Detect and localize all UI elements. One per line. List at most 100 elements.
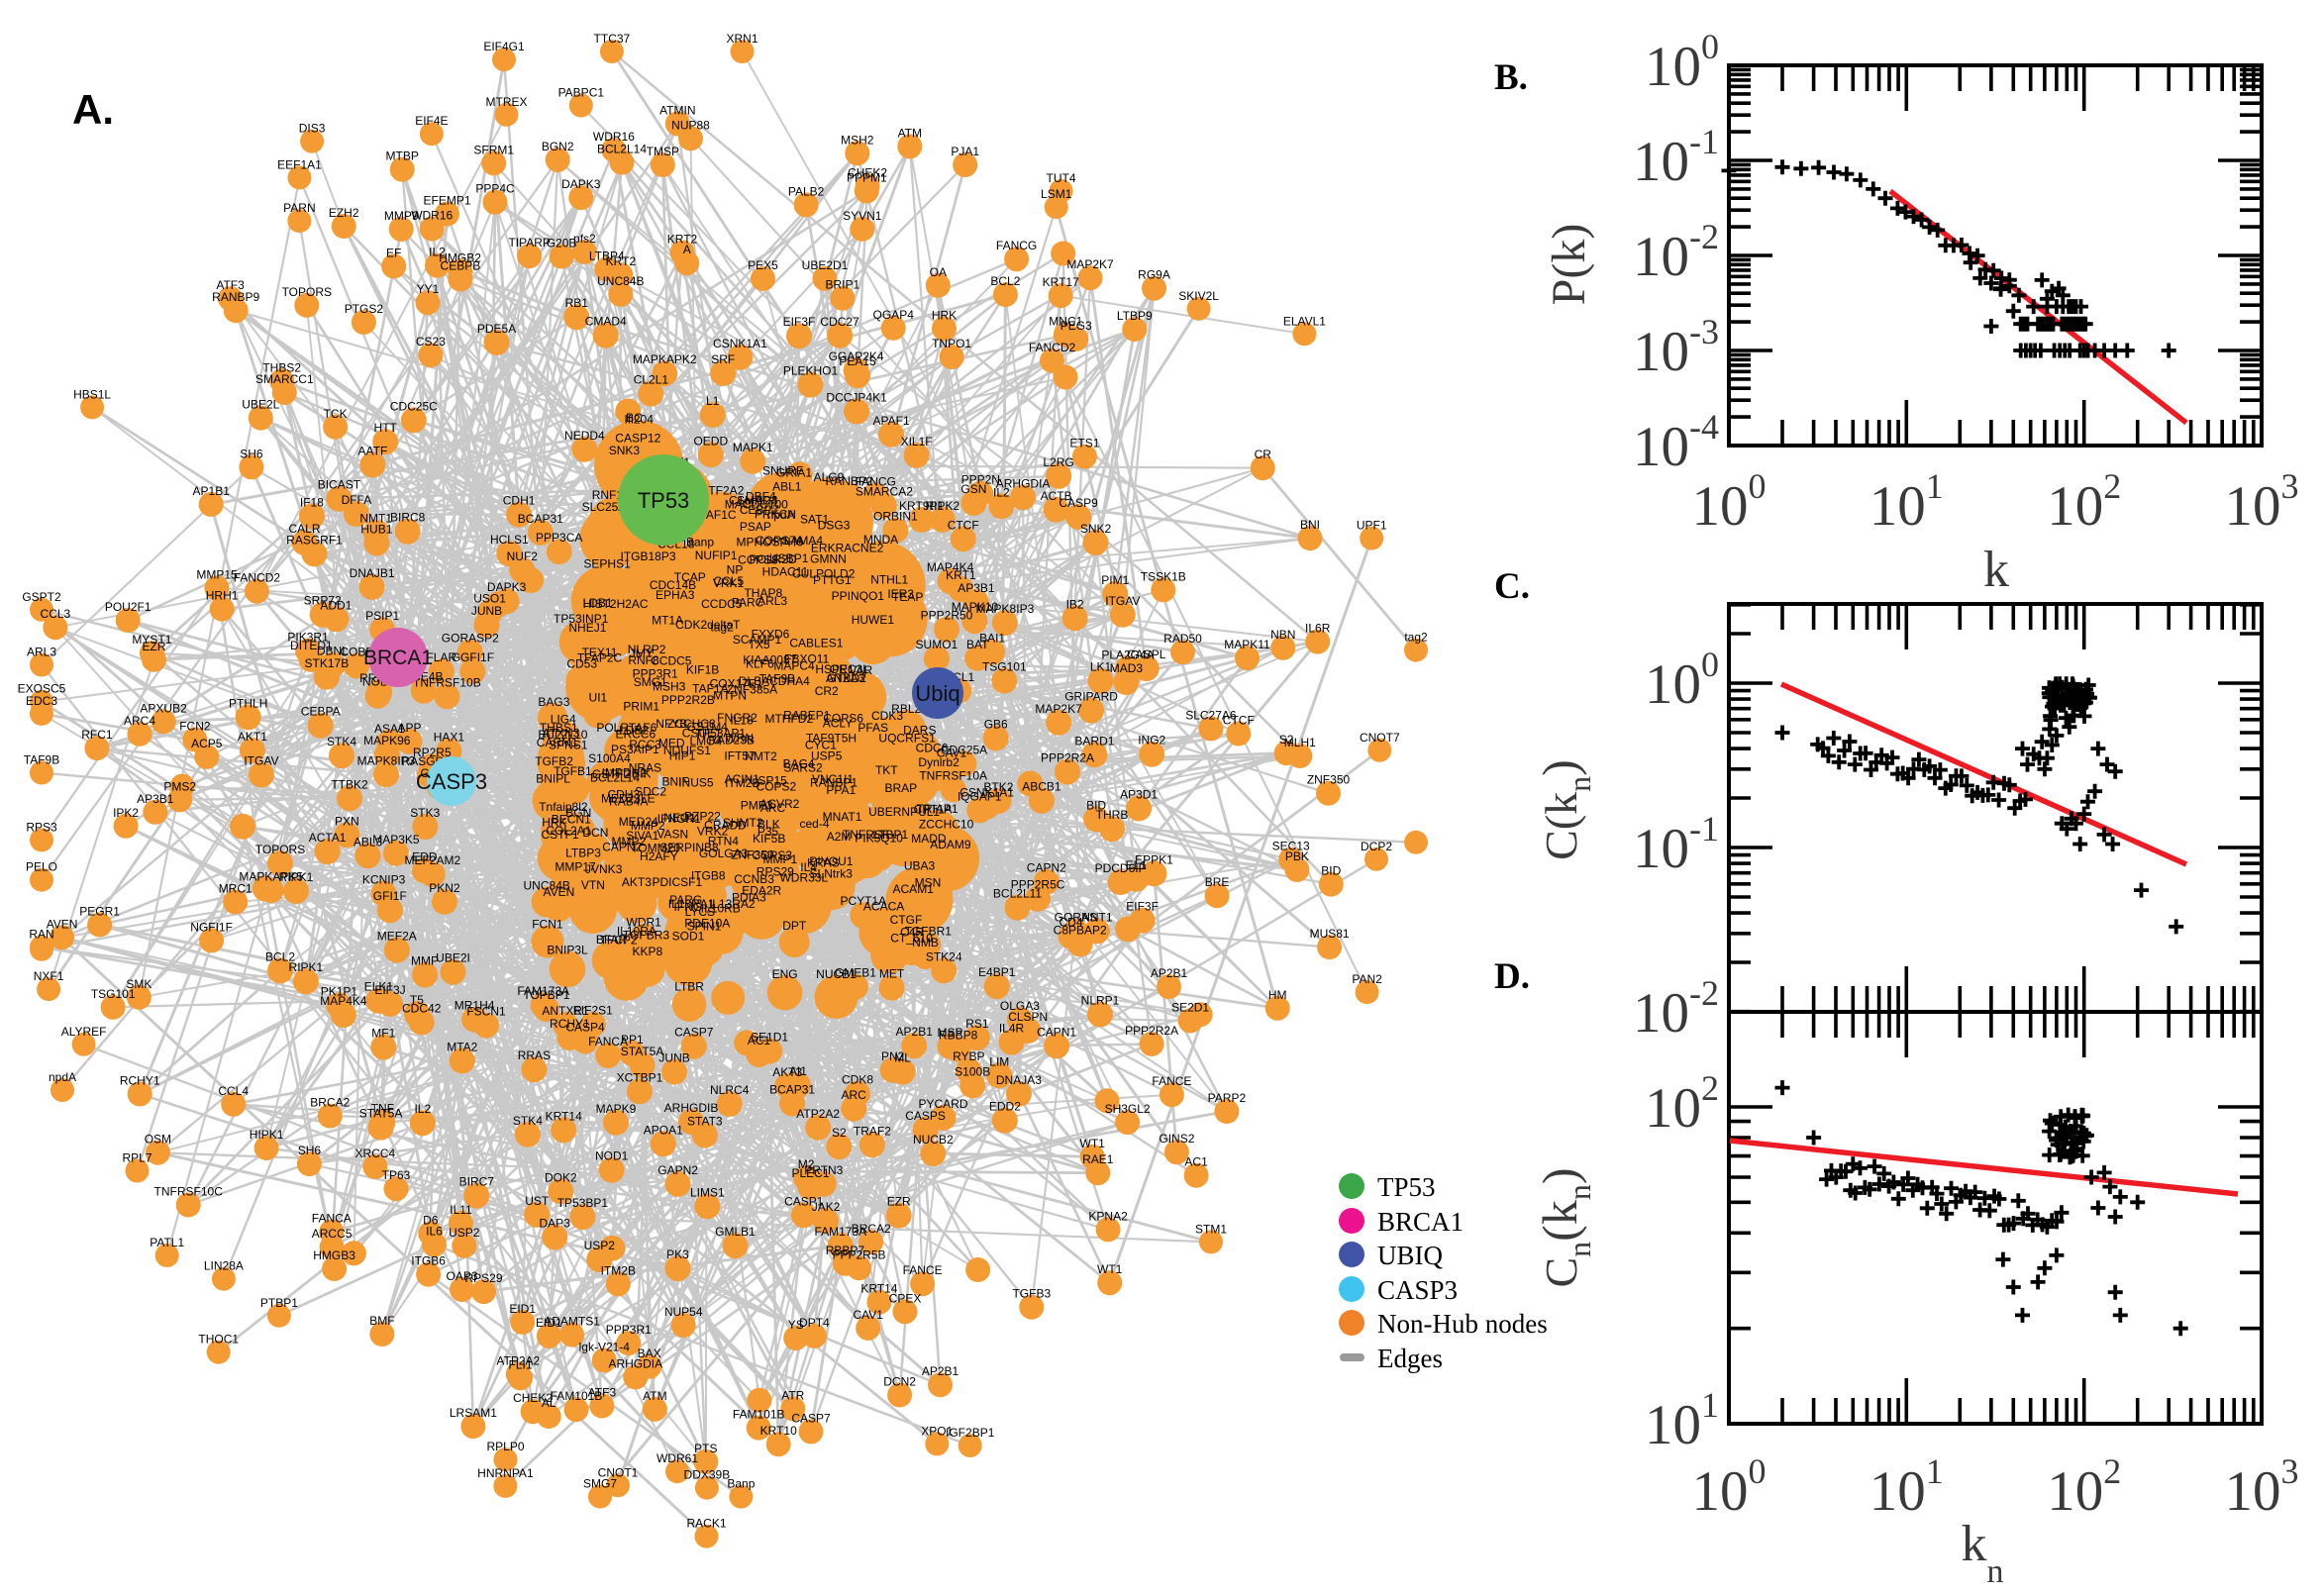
svg-text:SMARCA2: SMARCA2 [856, 485, 913, 499]
svg-text:PDE10A: PDE10A [684, 917, 730, 931]
svg-text:TP53: TP53 [638, 488, 690, 513]
svg-text:AI1: AI1 [789, 1064, 807, 1078]
svg-text:L2RG: L2RG [1043, 455, 1073, 469]
svg-text:CAV1: CAV1 [853, 1308, 883, 1322]
svg-text:KCNIP3: KCNIP3 [362, 873, 406, 887]
svg-text:MAPK8IP3: MAPK8IP3 [357, 753, 416, 767]
svg-text:ARL3: ARL3 [27, 646, 56, 659]
svg-text:EDC3: EDC3 [26, 694, 57, 708]
svg-text:CNOT1: CNOT1 [598, 1465, 639, 1479]
svg-text:ATP2A2: ATP2A2 [796, 1107, 840, 1121]
svg-text:D.: D. [1494, 956, 1530, 997]
svg-text:PATL1: PATL1 [150, 1236, 184, 1249]
svg-text:CDC25C: CDC25C [390, 399, 438, 413]
svg-text:QGAP4: QGAP4 [873, 308, 915, 322]
svg-text:CSTF1: CSTF1 [541, 828, 578, 842]
svg-text:ATM: ATM [898, 126, 922, 140]
svg-text:UPF1: UPF1 [1357, 519, 1387, 533]
svg-text:KIF5B: KIF5B [753, 832, 785, 846]
svg-text:CCL5: CCL5 [713, 574, 744, 588]
svg-text:CASP9: CASP9 [1059, 496, 1098, 510]
svg-text:NUCB2: NUCB2 [913, 1133, 954, 1147]
svg-text:CDK2deltaT: CDK2deltaT [675, 618, 741, 632]
svg-text:VTN: VTN [581, 878, 605, 892]
svg-text:UBE2I: UBE2I [436, 951, 470, 965]
svg-text:PPP2N: PPP2N [961, 473, 1000, 487]
svg-text:EFEMP1: EFEMP1 [423, 194, 470, 208]
svg-text:UBE2L: UBE2L [242, 398, 279, 412]
svg-text:MACDC100: MACDC100 [725, 497, 788, 511]
svg-text:ABL1: ABL1 [772, 480, 802, 494]
svg-text:APAF1: APAF1 [873, 414, 910, 428]
svg-text:GTBD2: GTBD2 [827, 671, 866, 685]
svg-text:HMGB2: HMGB2 [439, 250, 481, 264]
svg-text:GFI1F: GFI1F [373, 889, 407, 903]
svg-text:RBBP8: RBBP8 [939, 1029, 978, 1043]
svg-text:SRF: SRF [711, 352, 735, 366]
svg-text:BRIP1: BRIP1 [826, 278, 860, 292]
svg-text:HBS1L: HBS1L [73, 387, 111, 401]
svg-text:DCCJP4K1: DCCJP4K1 [826, 391, 887, 405]
svg-text:TSG101: TSG101 [91, 987, 136, 1001]
svg-text:FXYD6: FXYD6 [752, 628, 790, 642]
svg-text:pfs2: pfs2 [573, 232, 596, 246]
svg-text:FNGR2: FNGR2 [717, 711, 758, 725]
svg-text:CEBPB: CEBPB [441, 259, 481, 273]
svg-text:CTCF: CTCF [1223, 714, 1255, 728]
svg-text:DIS3: DIS3 [299, 122, 326, 136]
svg-text:CDH1: CDH1 [503, 494, 536, 508]
svg-text:CASP3: CASP3 [1377, 1275, 1458, 1305]
svg-text:YY1: YY1 [417, 282, 440, 296]
svg-text:TTC37: TTC37 [594, 32, 631, 46]
svg-text:ATXN3: ATXN3 [543, 726, 580, 740]
svg-text:BRCA1: BRCA1 [1377, 1207, 1464, 1237]
svg-text:SAT1: SAT1 [800, 512, 829, 526]
svg-text:IL10RA: IL10RA [617, 925, 656, 939]
svg-text:CT_610: CT_610 [890, 931, 933, 945]
svg-text:MMP: MMP [411, 954, 439, 968]
svg-text:GMEB1: GMEB1 [835, 966, 876, 980]
svg-text:RPS3: RPS3 [26, 820, 57, 834]
svg-text:HIPK1: HIPK1 [250, 1128, 284, 1142]
svg-text:E4BP1: E4BP1 [978, 965, 1016, 979]
svg-text:STK4: STK4 [513, 1114, 543, 1128]
svg-text:USP2: USP2 [449, 1226, 480, 1240]
svg-text:RPL7: RPL7 [122, 1151, 152, 1165]
svg-text:DCN2: DCN2 [883, 1375, 916, 1389]
svg-text:MAP2K7: MAP2K7 [1035, 702, 1082, 716]
svg-text:ADAMTS1: ADAMTS1 [544, 1315, 600, 1329]
svg-text:PLA2G4A: PLA2G4A [1101, 648, 1154, 661]
svg-text:ZNF385A: ZNF385A [727, 683, 777, 697]
svg-text:IFNGR1: IFNGR1 [657, 812, 701, 826]
svg-text:MAPKAPK2: MAPKAPK2 [633, 352, 697, 366]
svg-text:RIPK1: RIPK1 [279, 870, 314, 884]
svg-text:RS1: RS1 [965, 1017, 989, 1031]
svg-text:PPP2R5C: PPP2R5C [1011, 878, 1065, 892]
svg-text:ACAM1: ACAM1 [893, 882, 935, 896]
svg-text:TNF: TNF [371, 1102, 394, 1116]
svg-text:RCHY1: RCHY1 [120, 1073, 160, 1087]
svg-text:MTHFD2: MTHFD2 [764, 712, 813, 726]
svg-text:BID: BID [1321, 864, 1341, 878]
svg-text:ATF3: ATF3 [588, 1386, 617, 1400]
svg-text:BC: BC [626, 411, 643, 425]
svg-text:FLI1: FLI1 [508, 1357, 532, 1371]
svg-text:OA: OA [930, 265, 947, 279]
svg-text:BECN1: BECN1 [552, 813, 591, 827]
svg-text:TP63: TP63 [382, 1168, 411, 1182]
svg-text:UNC84B: UNC84B [597, 274, 644, 288]
svg-text:EIF2S1: EIF2S1 [573, 1004, 613, 1018]
svg-text:CAV1: CAV1 [937, 746, 967, 759]
svg-text:KRT9P1: KRT9P1 [899, 499, 944, 513]
svg-text:ALYREF: ALYREF [61, 1025, 107, 1039]
svg-text:OEDD: OEDD [693, 434, 728, 448]
svg-text:PIYOU1: PIYOU1 [809, 854, 853, 868]
svg-text:RANBP2: RANBP2 [826, 474, 873, 488]
svg-text:CDC27: CDC27 [820, 315, 859, 329]
svg-text:RABEP1: RABEP1 [783, 709, 831, 723]
svg-text:PTBP1: PTBP1 [260, 1296, 298, 1310]
svg-text:FSCN1: FSCN1 [466, 1005, 506, 1019]
svg-text:ATF3: ATF3 [216, 278, 245, 292]
svg-text:DSG3: DSG3 [818, 519, 851, 533]
svg-text:AKT1: AKT1 [238, 730, 267, 744]
